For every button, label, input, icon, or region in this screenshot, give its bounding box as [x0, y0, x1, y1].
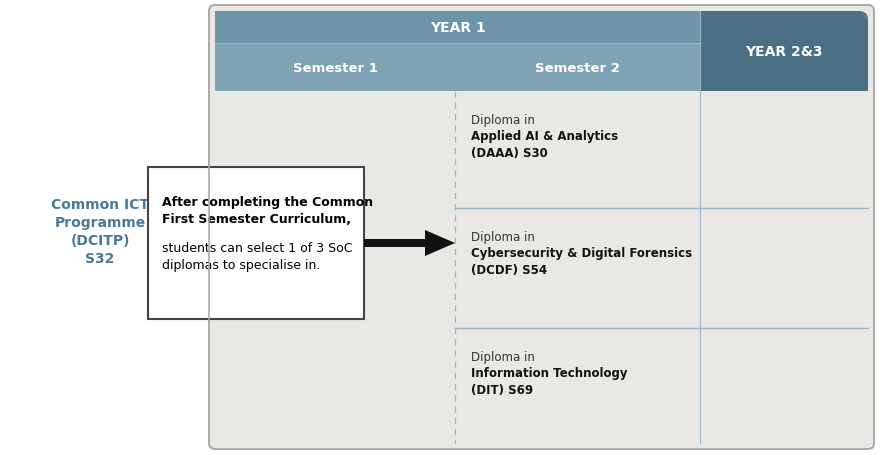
Text: After completing the Common
First Semester Curriculum,: After completing the Common First Semest…	[162, 196, 373, 226]
Text: Semester 2: Semester 2	[535, 61, 620, 74]
FancyBboxPatch shape	[209, 6, 874, 449]
Text: YEAR 2&3: YEAR 2&3	[745, 45, 822, 59]
Text: Diploma in: Diploma in	[471, 114, 535, 127]
Polygon shape	[215, 12, 223, 28]
Polygon shape	[215, 12, 700, 44]
Text: Information Technology
(DIT) S69: Information Technology (DIT) S69	[471, 366, 627, 396]
FancyBboxPatch shape	[148, 167, 364, 319]
Text: (DCITP): (DCITP)	[70, 233, 130, 248]
Text: students can select 1 of 3 SoC
diplomas to specialise in.: students can select 1 of 3 SoC diplomas …	[162, 242, 352, 272]
Text: Programme: Programme	[54, 216, 146, 229]
Text: Diploma in: Diploma in	[471, 231, 535, 243]
Bar	[215, 44, 455, 92]
Text: S32: S32	[85, 252, 115, 265]
Polygon shape	[860, 12, 868, 20]
Bar	[455, 44, 700, 92]
Text: YEAR 1: YEAR 1	[430, 21, 485, 35]
Bar	[364, 239, 425, 248]
Text: Diploma in: Diploma in	[471, 350, 535, 363]
Text: Applied AI & Analytics
(DAAA) S30: Applied AI & Analytics (DAAA) S30	[471, 130, 619, 160]
Polygon shape	[425, 231, 455, 257]
Text: Semester 1: Semester 1	[293, 61, 377, 74]
Polygon shape	[700, 12, 868, 92]
Text: Common ICT: Common ICT	[51, 197, 149, 212]
Text: Cybersecurity & Digital Forensics
(DCDF) S54: Cybersecurity & Digital Forensics (DCDF)…	[471, 247, 692, 276]
